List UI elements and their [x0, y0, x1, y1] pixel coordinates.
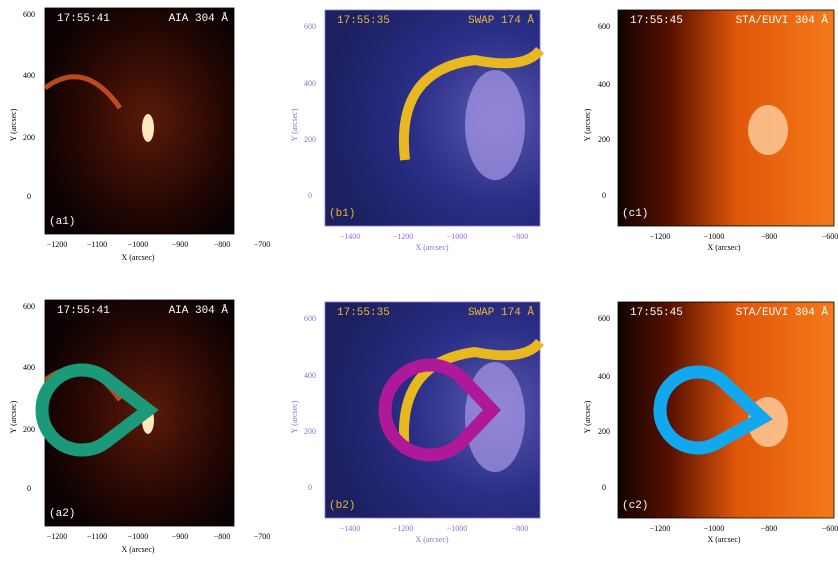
y-tick-label: 400: [304, 371, 316, 380]
x-tick-label: −700: [254, 240, 271, 249]
panel-label: (c2): [622, 500, 648, 512]
x-tick-label: −600: [822, 524, 838, 533]
x-tick-label: −1200: [393, 232, 414, 241]
y-tick-label: 0: [308, 191, 312, 200]
y-tick-label: 400: [598, 372, 610, 381]
x-tick-label: −800: [761, 524, 778, 533]
x-tick-label: −1200: [650, 524, 671, 533]
y-axis-label: Y (arcsec): [583, 400, 592, 433]
timestamp: 17:55:41: [57, 305, 110, 317]
y-tick-label: 200: [304, 135, 316, 144]
y-tick-label: 600: [23, 302, 35, 311]
bright-region: [465, 70, 525, 180]
x-tick-label: −800: [512, 232, 529, 241]
timestamp: 17:55:35: [337, 307, 390, 319]
x-tick-label: −1100: [87, 532, 107, 541]
x-axis-label: X (arcsec): [121, 253, 154, 262]
y-axis-label: Y (arcsec): [9, 400, 18, 433]
x-tick-label: −900: [172, 532, 189, 541]
x-tick-label: −1400: [340, 232, 361, 241]
solar-image: [617, 9, 835, 227]
y-tick-label: 200: [23, 425, 35, 434]
y-axis-label: Y (arcsec): [9, 108, 18, 141]
solar-image: [617, 301, 835, 519]
model-loop: [35, 363, 159, 457]
x-tick-label: −1000: [128, 532, 149, 541]
x-tick-label: −1000: [447, 524, 468, 533]
y-tick-label: 200: [23, 133, 35, 142]
x-tick-label: −1400: [340, 524, 361, 533]
x-tick-label: −700: [254, 532, 271, 541]
y-tick-label: 400: [598, 80, 610, 89]
timestamp: 17:55:45: [630, 307, 683, 319]
instrument: AIA 304 Å: [169, 304, 229, 317]
x-tick-label: −1200: [47, 240, 68, 249]
x-axis-label: X (arcsec): [707, 243, 740, 252]
x-tick-label: −1000: [704, 524, 725, 533]
y-tick-label: 0: [602, 483, 606, 492]
x-tick-label: −1000: [704, 232, 725, 241]
y-tick-label: 0: [308, 483, 312, 492]
y-tick-label: 0: [602, 191, 606, 200]
model-loop: [653, 365, 773, 455]
x-tick-label: −900: [172, 240, 189, 249]
y-tick-label: 600: [598, 22, 610, 31]
y-tick-label: 0: [27, 484, 31, 493]
y-tick-label: 200: [304, 427, 316, 436]
instrument: SWAP 174 Å: [468, 306, 534, 319]
x-tick-label: −1000: [128, 240, 149, 249]
x-tick-label: −1200: [47, 532, 68, 541]
y-tick-label: 600: [304, 314, 316, 323]
timestamp: 17:55:35: [337, 15, 390, 27]
y-tick-label: 200: [598, 135, 610, 144]
y-tick-label: 600: [598, 314, 610, 323]
y-tick-label: 600: [23, 10, 35, 19]
loop-structure: [43, 74, 123, 110]
x-tick-label: −1000: [447, 232, 468, 241]
y-tick-label: 600: [304, 22, 316, 31]
x-tick-label: −1200: [393, 524, 414, 533]
instrument: SWAP 174 Å: [468, 14, 534, 27]
panel-label: (b2): [329, 500, 355, 512]
x-tick-label: −600: [822, 232, 838, 241]
x-tick-label: −800: [512, 524, 529, 533]
x-tick-label: −1100: [87, 240, 107, 249]
timestamp: 17:55:41: [57, 13, 110, 25]
bright-region: [748, 105, 788, 155]
y-tick-label: 200: [598, 427, 610, 436]
instrument: STA/EUVI 304 Å: [736, 14, 829, 27]
y-tick-label: 400: [23, 363, 35, 372]
x-axis-label: X (arcsec): [415, 535, 448, 544]
y-axis-label: Y (arcsec): [583, 108, 592, 141]
bright-region: [465, 362, 525, 472]
y-tick-label: 400: [23, 71, 35, 80]
x-axis-label: X (arcsec): [121, 545, 154, 554]
instrument: STA/EUVI 304 Å: [736, 306, 829, 319]
model-loop: [378, 358, 501, 462]
x-axis-label: X (arcsec): [415, 243, 448, 252]
panel-label: (a2): [49, 508, 75, 520]
loop-structure: [398, 46, 544, 161]
loop-structure: [398, 338, 544, 453]
panel-label: (c1): [622, 208, 648, 220]
panel-label: (a1): [49, 216, 75, 228]
x-tick-label: −800: [761, 232, 778, 241]
y-tick-label: 0: [27, 192, 31, 201]
y-tick-label: 400: [304, 79, 316, 88]
instrument: AIA 304 Å: [169, 12, 229, 25]
panel-label: (b1): [329, 208, 355, 220]
timestamp: 17:55:45: [630, 15, 683, 27]
x-tick-label: −1200: [650, 232, 671, 241]
x-tick-label: −800: [214, 532, 231, 541]
y-axis-label: Y (arcsec): [290, 400, 299, 433]
x-tick-label: −800: [214, 240, 231, 249]
x-axis-label: X (arcsec): [707, 535, 740, 544]
bright-region: [142, 114, 154, 142]
solar-image: [44, 7, 235, 235]
y-axis-label: Y (arcsec): [290, 108, 299, 141]
